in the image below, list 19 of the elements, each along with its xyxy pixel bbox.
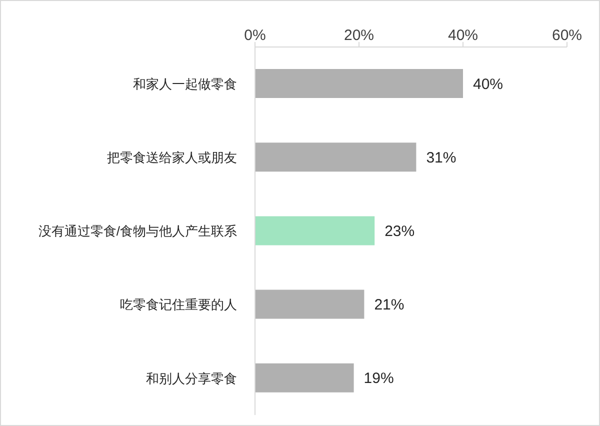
y-tick-label: 把零食送给家人或朋友 [107, 150, 237, 166]
y-tick-label: 吃零食记住重要的人 [120, 297, 237, 312]
x-tick-label: 20% [344, 27, 374, 44]
x-tick-label: 0% [244, 27, 266, 44]
bar [255, 290, 364, 319]
data-label: 23% [384, 223, 415, 240]
x-tick-label: 40% [448, 27, 478, 44]
y-tick-label: 和别人分享零食 [146, 370, 237, 386]
bar [255, 69, 463, 98]
data-label: 19% [364, 370, 394, 388]
bar [255, 216, 375, 246]
data-label: 40% [473, 76, 504, 93]
bar [255, 363, 354, 392]
data-label: 31% [426, 149, 456, 166]
bar [255, 142, 416, 172]
y-tick-label: 和家人一起做零食 [133, 76, 237, 92]
data-label: 21% [374, 296, 404, 314]
x-tick-label: 60% [552, 27, 582, 44]
y-tick-label: 没有通过零食/食物与他人产生联系 [38, 224, 237, 239]
